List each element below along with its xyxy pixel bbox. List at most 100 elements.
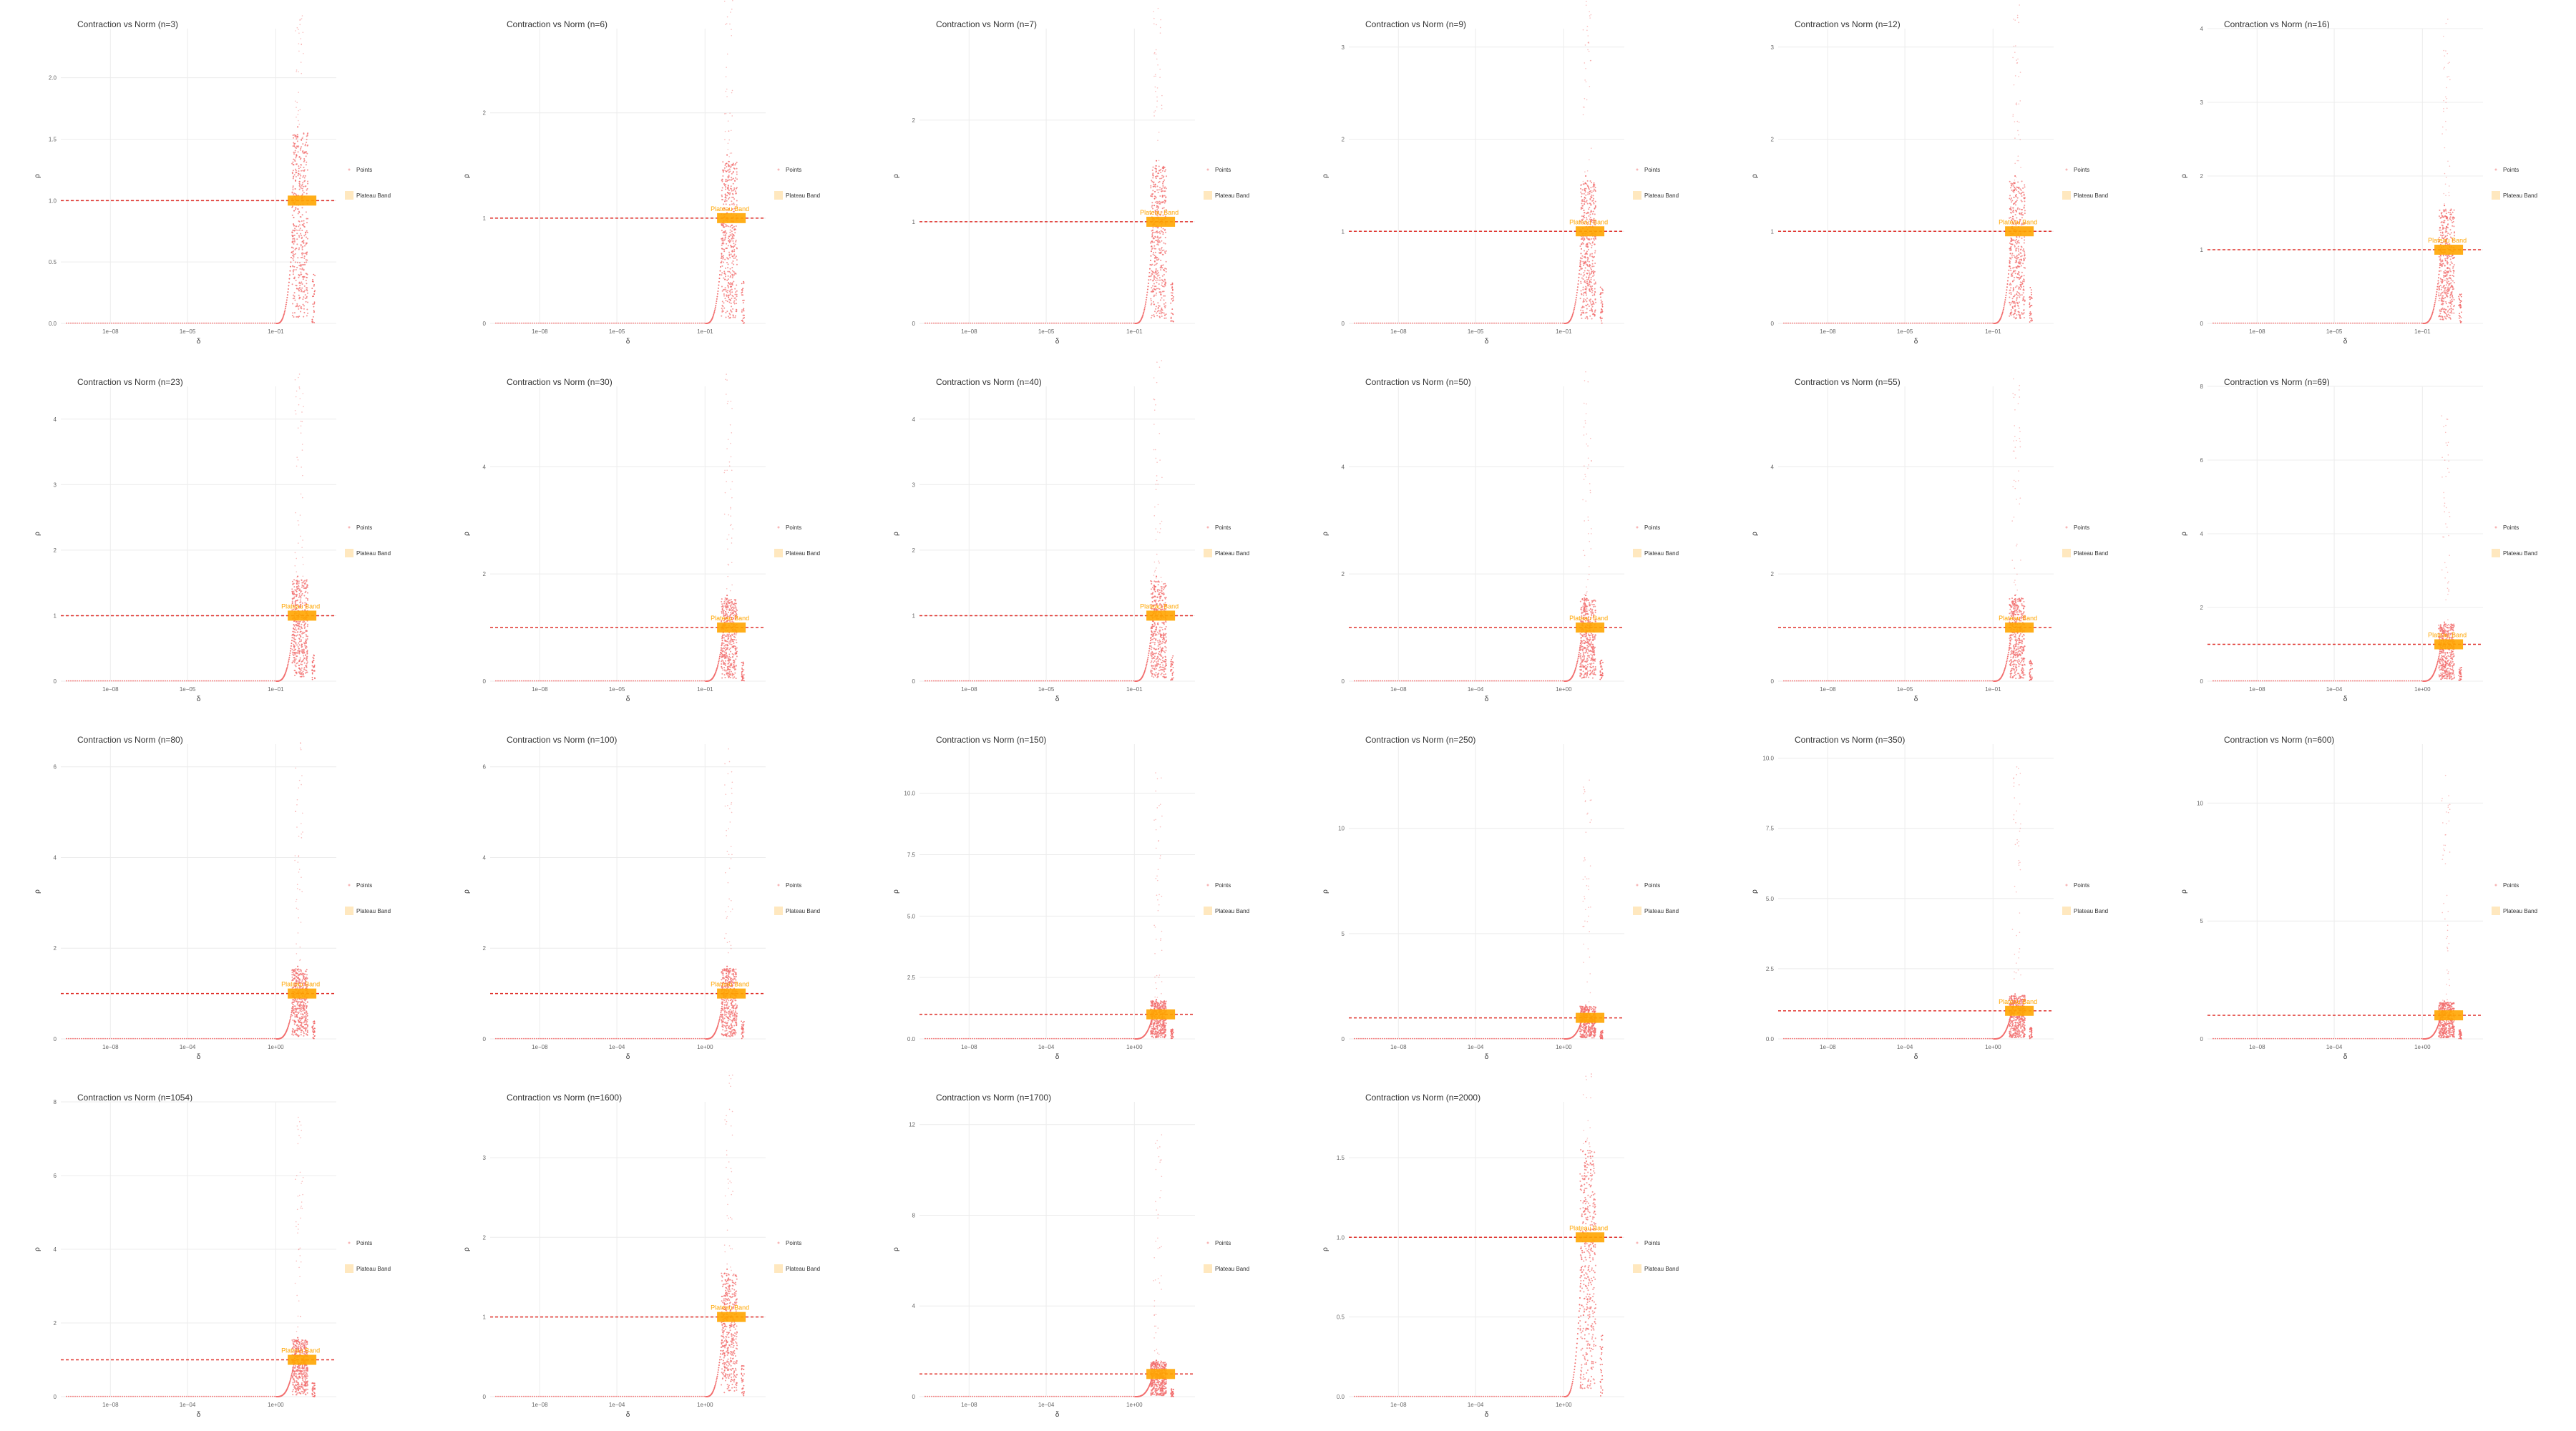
data-point [300,635,302,638]
data-point [291,206,293,208]
data-point [293,661,296,663]
data-point [2020,199,2022,201]
data-point [2459,316,2461,318]
data-point [725,311,727,313]
data-point [292,145,294,147]
data-point [2459,306,2462,308]
data-point [728,198,730,200]
data-point [1594,207,1596,210]
data-point [313,285,315,287]
data-point [298,623,301,625]
data-point [302,298,304,301]
data-point [1153,316,1156,318]
data-point [2029,314,2031,316]
data-point [1582,237,1584,239]
data-point [2367,322,2368,324]
data-point [2015,248,2017,250]
data-point [2449,217,2451,219]
data-point [1580,260,1582,263]
data-point [2439,294,2441,296]
data-point [1049,322,1050,324]
data-point [1589,300,1591,302]
data-point [1151,264,1153,266]
data-point [296,583,298,585]
data-point [2019,208,2021,210]
data-point [1914,322,1916,324]
data-point [2453,305,2455,307]
data-point [289,650,291,652]
data-point [208,322,209,324]
data-point [296,266,298,268]
data-point [1589,281,1591,283]
data-point [2016,298,2018,300]
data-point [297,625,299,627]
data-point [2453,275,2455,278]
data-point [728,197,731,199]
data-point [203,322,205,324]
data-point [1580,238,1582,240]
data-point [2445,50,2446,52]
data-point [296,456,298,459]
data-point [933,322,935,324]
data-point [2010,270,2012,272]
data-point [1468,322,1469,324]
data-point [732,308,734,310]
data-point [117,680,119,682]
data-point [534,322,535,324]
data-point [1163,299,1165,301]
data-point [301,146,303,148]
data-point [1588,242,1590,244]
data-point [2223,322,2225,324]
data-point [635,322,636,324]
data-point [128,322,130,324]
data-point [733,225,735,228]
data-point [2243,322,2244,324]
data-point [312,296,314,298]
data-point [1957,322,1958,324]
data-point [1090,322,1091,324]
data-point [736,171,738,173]
data-point [293,582,295,585]
data-point [1807,322,1808,324]
data-point [1912,322,1913,324]
y-tick-label: 2 [54,547,57,554]
chart-panel: Contraction vs Norm (n=7) 0 1 2 1e−08 1e−05 1e… [859,0,1288,358]
data-point [1589,216,1591,218]
data-point [2449,62,2450,63]
data-point [171,680,172,682]
data-point [2021,217,2023,219]
data-point [1414,322,1415,324]
data-point [1901,322,1903,324]
data-point [585,322,587,324]
data-point [728,156,730,157]
data-point [1601,311,1604,313]
data-point [723,270,726,273]
data-point [1154,167,1156,170]
data-point [300,271,302,273]
data-point [713,310,716,312]
data-point [736,309,738,311]
chart-panel: Contraction vs Norm (n=16) 0 1 2 3 4 1e−08 1e−0… [2147,0,2576,358]
data-point [1584,274,1586,276]
data-point [298,650,301,653]
data-point [1075,322,1076,324]
data-point [2014,301,2016,303]
x-axis-label: δ [1914,338,1918,346]
data-point [728,189,730,191]
data-point [2290,322,2291,324]
y-axis-label: ρ [34,174,42,178]
data-point [2016,301,2018,303]
data-point [306,585,308,587]
data-point [2018,242,2020,244]
data-point [298,123,301,125]
data-point [1425,322,1426,324]
data-point [727,267,729,269]
data-point [2017,273,2019,275]
data-point [715,303,717,305]
data-point [1160,188,1162,190]
plateau-band [288,195,317,206]
data-point [301,15,303,16]
data-point [2444,286,2446,288]
data-point [1155,248,1157,250]
